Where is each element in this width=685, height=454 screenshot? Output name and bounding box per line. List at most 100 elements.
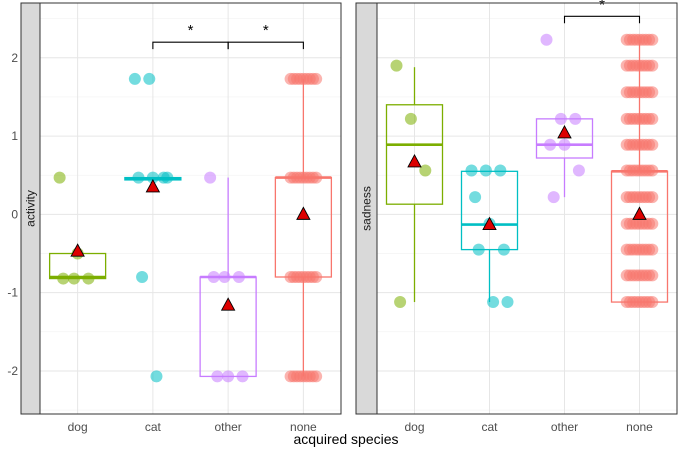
mean-marker (145, 179, 161, 193)
y-tick-label: 0 (11, 207, 18, 221)
data-point (390, 59, 403, 72)
data-point (222, 370, 235, 383)
y-tick-label: -2 (7, 364, 18, 378)
data-point (646, 112, 659, 125)
box-group-none (610, 33, 669, 309)
x-tick-label-dog: dog (68, 420, 88, 434)
data-point (646, 217, 659, 230)
mean-marker (296, 206, 311, 220)
x-axis-title: acquired species (293, 431, 398, 447)
data-point (310, 370, 323, 383)
data-point (646, 191, 659, 204)
box-group-dog (48, 171, 107, 285)
strip-label: sadness (360, 186, 374, 231)
y-tick-label: 2 (11, 51, 18, 65)
significance-bracket: * (227, 22, 304, 50)
data-point (544, 138, 557, 151)
data-point (204, 171, 217, 184)
x-tick-label-dog: dog (404, 420, 424, 434)
data-point (68, 272, 81, 285)
data-point (472, 243, 485, 256)
box-group-other (199, 171, 257, 383)
data-point (554, 112, 567, 125)
strip-label: activity (24, 190, 38, 227)
data-point (497, 243, 510, 256)
data-point (128, 72, 141, 85)
data-point (136, 271, 149, 283)
data-point (53, 171, 66, 184)
data-point (646, 59, 659, 72)
data-point (646, 243, 659, 256)
data-point (394, 296, 407, 309)
box-group-dog (385, 59, 444, 309)
data-point (310, 171, 323, 184)
mean-marker (407, 153, 422, 168)
box-group-cat (124, 72, 182, 383)
mean-marker (220, 297, 236, 311)
data-point (646, 86, 659, 99)
data-point (494, 164, 507, 177)
data-point (469, 191, 482, 204)
box-group-none (274, 72, 333, 383)
bracket-line (227, 41, 304, 50)
box-group-cat (460, 164, 519, 309)
data-point (310, 271, 323, 283)
data-point (646, 33, 659, 46)
data-point (143, 72, 156, 85)
x-tick-label-cat: cat (145, 420, 162, 434)
panel-border (20, 2, 342, 415)
data-point (82, 272, 95, 285)
data-point (211, 370, 224, 383)
data-point (479, 164, 492, 177)
data-point (558, 138, 571, 151)
data-point (646, 164, 659, 177)
significance-star: * (263, 22, 269, 39)
data-point (146, 171, 159, 184)
panel-border (355, 2, 678, 415)
data-point (236, 370, 249, 383)
strip-background (21, 3, 40, 414)
y-tick-label: 1 (11, 129, 18, 143)
mean-marker (557, 125, 572, 139)
panel-activity: activity -2 -1 0 1 2 dog cat other none * * (7, 2, 342, 434)
x-tick-label-other: other (214, 420, 241, 434)
data-point (487, 296, 500, 309)
data-point (646, 138, 659, 151)
x-tick-label-other: other (551, 420, 578, 434)
data-point (646, 269, 659, 282)
data-point (540, 33, 553, 46)
data-point (501, 296, 514, 309)
significance-bracket: * (563, 0, 641, 24)
significance-star: * (599, 0, 605, 13)
data-point (132, 171, 145, 184)
data-point (404, 112, 417, 125)
x-tick-label-cat: cat (481, 420, 498, 434)
box (385, 104, 444, 205)
y-tick-label: -1 (7, 286, 18, 300)
data-point (57, 272, 70, 285)
data-point (419, 164, 432, 177)
x-tick-label-none: none (290, 420, 317, 434)
mean-marker (70, 243, 85, 257)
data-point (646, 296, 659, 309)
mean-marker (482, 216, 497, 230)
bracket-line (563, 15, 641, 24)
data-point (232, 271, 245, 283)
box-group-other (535, 33, 594, 204)
plot-background (40, 3, 341, 414)
data-point (150, 370, 163, 383)
mean-marker (632, 206, 647, 220)
data-point (547, 191, 560, 204)
data-point (218, 271, 231, 283)
panel-sadness: sadness dog cat other none * (355, 0, 678, 434)
data-point (310, 72, 323, 85)
data-point (465, 164, 478, 177)
strip-background (356, 3, 377, 414)
x-tick-label-none: none (626, 420, 653, 434)
data-point (572, 164, 585, 177)
data-point (207, 271, 220, 283)
data-point (569, 112, 582, 125)
data-point (161, 171, 174, 184)
significance-star: * (188, 22, 194, 39)
